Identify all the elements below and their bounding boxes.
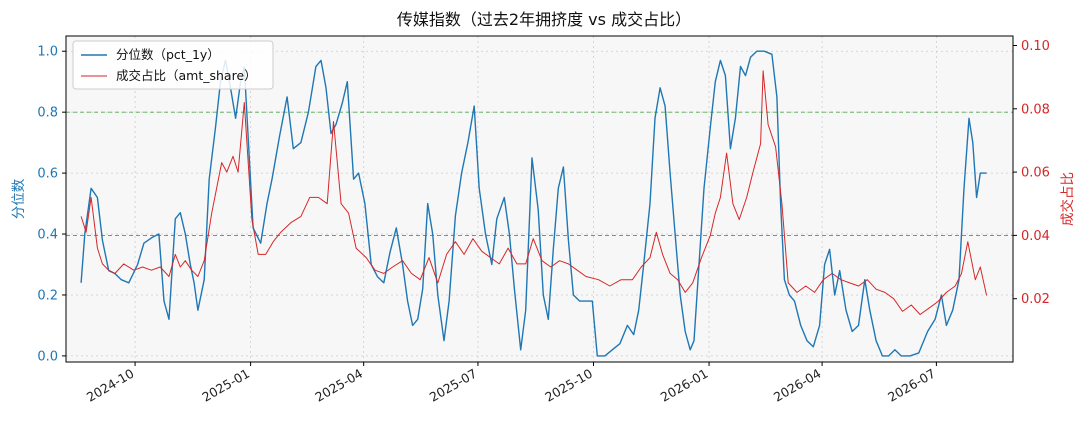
y-right-tick-label: 0.04	[1021, 229, 1050, 244]
y-axis-left: 0.0 0.2 0.4 0.6 0.8 1.0	[37, 45, 66, 364]
y-axis-right: 0.02 0.04 0.06 0.08 0.10	[1013, 39, 1050, 307]
y-left-tick-label: 0.2	[37, 288, 58, 303]
legend-label-pct: 分位数（pct_1y）	[116, 47, 220, 62]
legend: 分位数（pct_1y） 成交占比（amt_share）	[72, 40, 274, 90]
y-left-tick-label: 0.6	[37, 167, 58, 182]
plot-frame	[65, 35, 1014, 363]
chart-title: 传媒指数（过去2年拥挤度 vs 成交占比）	[397, 10, 691, 29]
y-axis-left-label: 分位数	[11, 178, 27, 219]
y-left-tick-label: 0.4	[37, 228, 58, 243]
y-right-tick-label: 0.10	[1021, 39, 1050, 54]
y-axis-right-label: 成交占比	[1059, 172, 1076, 226]
y-left-tick-label: 0.8	[37, 106, 58, 121]
series-line-amt	[80, 70, 988, 315]
reference-lines	[66, 111, 1013, 236]
series	[80, 50, 988, 357]
legend-box	[72, 40, 274, 90]
y-right-tick-label: 0.02	[1021, 292, 1050, 307]
y-left-tick-label: 1.0	[37, 45, 58, 60]
y-right-tick-label: 0.08	[1021, 102, 1050, 117]
y-right-tick-label: 0.06	[1021, 166, 1050, 181]
series-line-pct	[80, 50, 987, 357]
legend-label-amt: 成交占比（amt_share）	[116, 68, 257, 83]
y-left-tick-label: 0.0	[37, 349, 58, 364]
plot-area	[66, 36, 1013, 362]
